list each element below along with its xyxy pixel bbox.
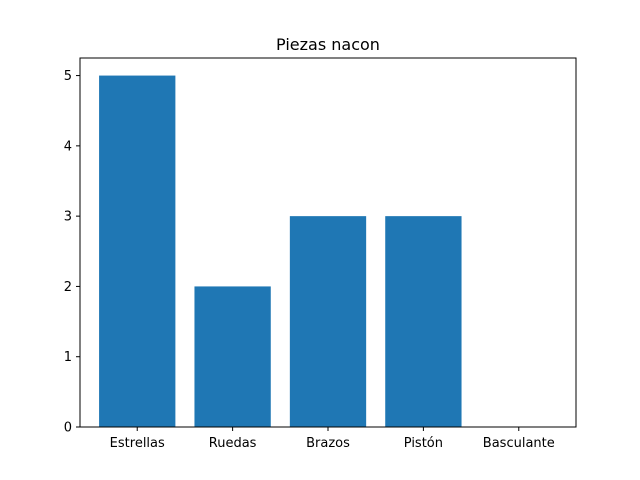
plot-frame: [79, 57, 577, 428]
x-tick-label: Brazos: [306, 436, 350, 451]
chart-title: Piezas nacon: [276, 35, 380, 54]
x-axis: Estrellas Ruedas Brazos Pistón Basculante: [110, 427, 555, 451]
x-tick-label: Estrellas: [110, 436, 165, 451]
y-tick-label: 0: [64, 421, 72, 436]
bar-pistón: [385, 216, 462, 427]
y-tick-label: 1: [64, 350, 72, 365]
y-tick-label: 2: [64, 280, 72, 295]
x-tick-label: Pistón: [404, 436, 443, 451]
bar-estrellas: [99, 75, 176, 428]
y-tick-label: 3: [64, 210, 72, 225]
bar-ruedas: [194, 286, 271, 427]
y-axis: 0 1 2 3 4 5: [64, 69, 80, 436]
bar-brazos: [289, 216, 367, 427]
bars-group: [99, 75, 462, 428]
x-tick-label: Ruedas: [209, 436, 257, 451]
y-tick-label: 5: [64, 69, 72, 84]
x-tick-label: Basculante: [483, 436, 555, 451]
y-tick-label: 4: [64, 139, 72, 154]
